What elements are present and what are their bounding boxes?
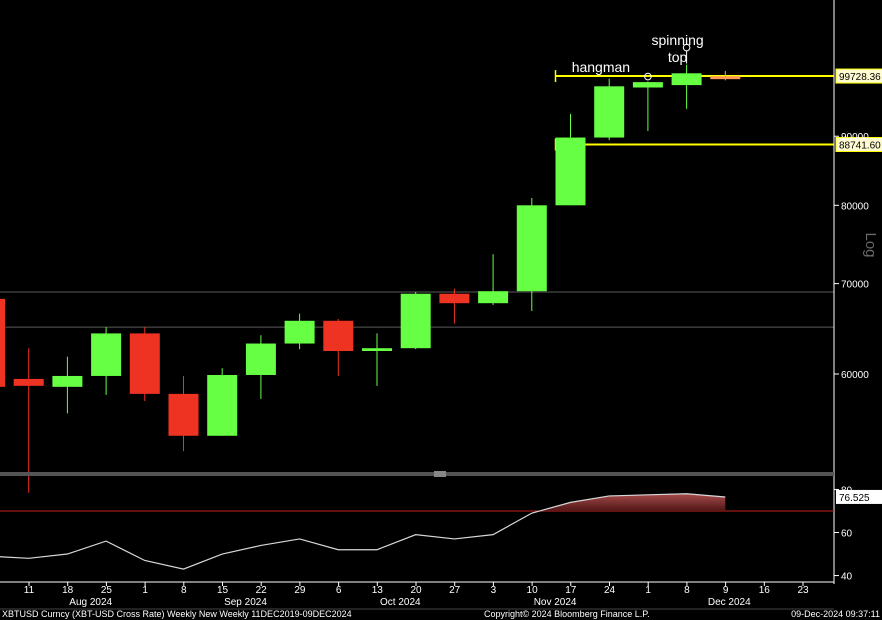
candle xyxy=(710,70,741,81)
candle-body xyxy=(0,298,5,387)
candle-body xyxy=(671,73,702,86)
annotation-text: top xyxy=(668,49,688,65)
x-tick-label: 1 xyxy=(645,585,651,596)
candle-body xyxy=(362,348,392,352)
candle xyxy=(516,198,547,312)
x-month-label: Nov 2024 xyxy=(534,597,577,608)
candle xyxy=(362,333,392,386)
x-tick-label: 20 xyxy=(410,585,422,596)
footer-copyright: Copyright© 2024 Bloomberg Finance L.P. xyxy=(484,609,650,619)
x-month-label: Dec 2024 xyxy=(708,597,751,608)
x-tick-label: 24 xyxy=(604,585,616,596)
candle-body xyxy=(555,137,586,206)
x-tick-label: 18 xyxy=(62,585,74,596)
candle xyxy=(91,327,122,395)
x-tick-label: 11 xyxy=(24,585,35,596)
candle xyxy=(632,81,663,132)
x-tick-label: 15 xyxy=(217,585,229,596)
x-tick-label: 8 xyxy=(181,585,187,596)
candle xyxy=(400,292,431,350)
candle-body xyxy=(323,320,354,352)
x-tick-label: 17 xyxy=(565,585,577,596)
candle xyxy=(594,78,625,141)
candle xyxy=(439,288,470,324)
x-tick-label: 13 xyxy=(372,585,384,596)
x-tick-label: 10 xyxy=(527,585,539,596)
annotation-text: spinning xyxy=(652,32,704,48)
candle-body xyxy=(129,333,160,394)
rsi-panel: 80604076.525 xyxy=(0,485,882,583)
rsi-current-box xyxy=(836,489,882,504)
candle xyxy=(555,113,586,206)
footer: XBTUSD Curncy (XBT-USD Cross Rate) Weekl… xyxy=(2,609,880,619)
rsi-tick-label: 40 xyxy=(841,572,853,583)
candle-body xyxy=(594,86,625,138)
candle xyxy=(13,348,44,493)
candle xyxy=(168,375,199,452)
annotation-marker xyxy=(644,72,652,81)
annotation-text: hangman xyxy=(572,59,630,75)
level-label: 99728.36 xyxy=(839,72,881,83)
x-tick-label: 3 xyxy=(491,585,497,596)
y-tick-label: 60000 xyxy=(841,370,869,381)
candle-body xyxy=(13,378,44,386)
candle-body xyxy=(91,333,122,376)
x-tick-label: 9 xyxy=(723,585,729,596)
level-label-box xyxy=(835,68,882,84)
candle-body xyxy=(632,82,663,88)
rsi-current-label: 76.525 xyxy=(839,493,870,504)
y-axis-title: Log xyxy=(862,232,879,257)
x-tick-label: 8 xyxy=(684,585,690,596)
candle xyxy=(207,368,238,436)
candle-body xyxy=(710,76,741,80)
x-tick-label: 16 xyxy=(759,585,771,596)
panel-separator-handle xyxy=(434,471,446,477)
panel-separator xyxy=(0,472,834,476)
candle xyxy=(671,64,702,109)
candle xyxy=(0,298,5,387)
candle-body xyxy=(439,293,470,304)
y-tick-label: 90000 xyxy=(841,132,869,143)
x-tick-label: 22 xyxy=(256,585,268,596)
footer-security-description: XBTUSD Curncy (XBT-USD Cross Rate) Weekl… xyxy=(2,609,352,619)
x-month-label: Aug 2024 xyxy=(69,597,112,608)
x-tick-label: 23 xyxy=(797,585,809,596)
candle-body xyxy=(284,320,315,344)
rsi-tick-label: 60 xyxy=(841,529,853,540)
level-label: 88741.60 xyxy=(839,140,881,151)
rsi-overbought-area xyxy=(539,493,726,511)
candle-body xyxy=(478,291,509,304)
candle xyxy=(52,356,83,414)
axes: 600007000080000900000.12MLog xyxy=(0,0,879,584)
candle xyxy=(284,313,315,350)
level-label-box xyxy=(835,136,882,152)
y-tick-label: 70000 xyxy=(841,280,869,291)
x-tick-label: 29 xyxy=(294,585,306,596)
candle xyxy=(478,254,509,305)
candle xyxy=(245,335,276,399)
candle-body xyxy=(516,205,547,292)
x-month-label: Sep 2024 xyxy=(224,597,267,608)
candle-body xyxy=(245,343,276,375)
candle xyxy=(129,327,160,401)
rsi-line xyxy=(0,493,726,570)
candle-body xyxy=(52,375,83,387)
candle-body xyxy=(400,293,431,349)
footer-timestamp: 09-Dec-2024 09:37:11 xyxy=(791,609,880,619)
x-tick-label: 27 xyxy=(449,585,461,596)
candle-body xyxy=(207,374,238,436)
y-tick-label: 80000 xyxy=(841,201,869,212)
candle-body xyxy=(168,393,199,436)
x-tick-label: 25 xyxy=(101,585,113,596)
x-tick-label: 6 xyxy=(336,585,342,596)
x-tick-label: 1 xyxy=(142,585,148,596)
candles xyxy=(0,64,741,493)
candle xyxy=(323,318,354,376)
x-month-label: Oct 2024 xyxy=(380,597,421,608)
